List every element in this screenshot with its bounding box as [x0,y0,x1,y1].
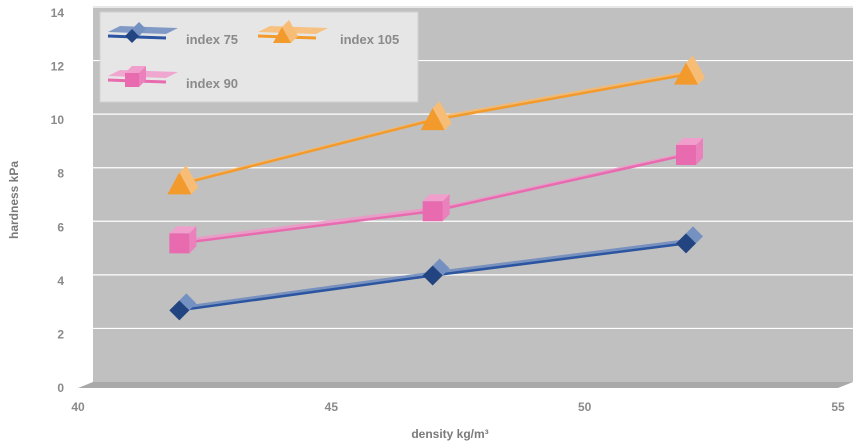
gridline-side [77,113,94,121]
legend-label: index 90 [186,76,238,91]
gridline-side [77,60,94,68]
x-tick-label: 45 [325,400,339,414]
data-point [167,165,199,195]
series-3 [169,137,703,254]
gridline-side [77,327,94,335]
legend-marker [273,20,298,43]
y-tick-label: 10 [51,113,65,127]
gridline-side [77,167,94,175]
y-tick-label: 8 [57,167,64,181]
gridline-side [77,274,94,282]
series-2 [167,55,705,195]
x-axis-label: density kg/m³ [411,427,488,441]
legend-label: index 75 [186,32,238,47]
data-point [422,258,450,286]
y-tick-label: 6 [57,220,64,234]
gridline-side [77,220,94,228]
y-tick-label: 12 [51,60,65,74]
y-tick-label: 2 [57,327,64,341]
data-point [169,226,197,254]
x-tick-label: 50 [578,400,592,414]
y-axis-ticks: 0 2 4 6 8 10 12 14 [51,6,65,395]
y-tick-label: 0 [57,381,64,395]
legend-item-3: index 90 [107,66,238,91]
data-point [169,293,197,321]
legend-item-1: index 75 [107,22,238,47]
plot-floor [78,382,853,388]
series-1 [169,226,703,321]
data-point [420,101,452,131]
data-point [422,194,450,222]
legend-label: index 105 [340,32,399,47]
legend: index 75 index 105 index 90 [99,11,419,103]
legend-box [99,11,419,103]
legend-marker [125,22,146,43]
data-point [674,55,705,85]
x-tick-label: 40 [71,400,85,414]
x-tick-label: 55 [831,400,845,414]
data-point [676,137,703,165]
series-layer [167,55,705,321]
y-axis-label: hardness kPa [7,161,21,239]
y-tick-label: 14 [51,6,65,20]
y-tick-label: 4 [57,274,64,288]
gridline-side [77,6,94,14]
x-axis-ticks: 40 45 50 55 [71,400,845,414]
legend-item-2: index 105 [257,20,399,47]
legend-marker [125,66,146,87]
data-point [676,226,703,254]
